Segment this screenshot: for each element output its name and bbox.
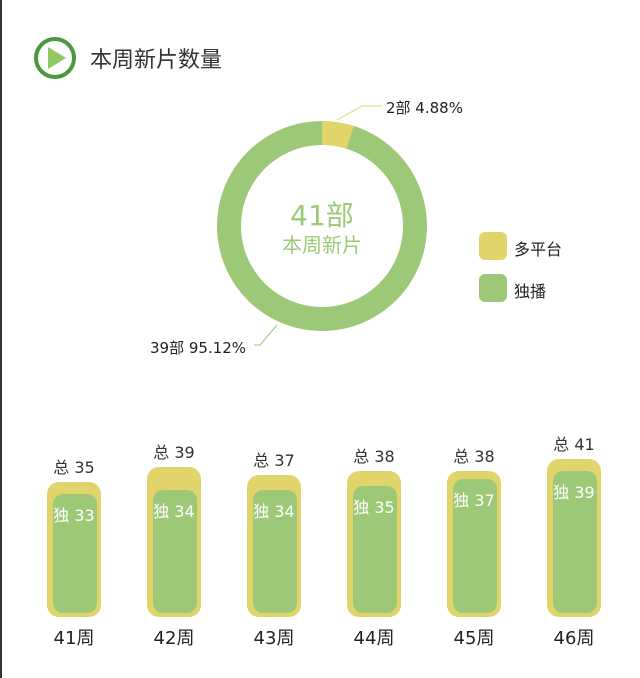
bar-total-label: 总 35: [53, 458, 95, 478]
week-label: 41周: [53, 628, 95, 649]
bar-exclusive-label: 独 35: [353, 498, 395, 518]
donut-chart: [216, 105, 427, 346]
bar-exclusive: [553, 470, 597, 613]
bar-total-label: 总 38: [453, 446, 495, 466]
slice-label-exclusive: 39部 95.12%: [150, 339, 247, 357]
donut-slice-0: [322, 121, 354, 149]
play-circle-icon: [34, 37, 76, 79]
bar-exclusive: [353, 486, 397, 613]
bar-total-label: 总 38: [353, 446, 395, 466]
bar-total-label: 总 39: [153, 442, 195, 462]
bar-exclusive-label: 独 39: [553, 482, 595, 502]
legend-multi: 多平台: [514, 240, 563, 259]
page-title: 本周新片数量: [90, 48, 223, 73]
leader-line: [254, 324, 278, 346]
bar-exclusive: [153, 490, 197, 613]
center-value: 41部: [290, 199, 354, 232]
legend-swatch-multi: [479, 232, 507, 260]
week-label: 46周: [553, 628, 595, 649]
bar-exclusive-label: 独 33: [53, 505, 95, 525]
week-label: 45周: [453, 628, 495, 649]
bar-exclusive-label: 独 37: [453, 490, 495, 510]
week-label: 43周: [253, 628, 295, 649]
slice-label-multi: 2部 4.88%: [386, 99, 463, 117]
bar-total-label: 总 37: [253, 450, 295, 470]
bar-exclusive-label: 独 34: [253, 502, 295, 522]
legend-exclusive: 独播: [514, 282, 547, 301]
week-label: 42周: [153, 628, 195, 649]
center-label: 本周新片: [282, 233, 362, 257]
bar-exclusive: [253, 490, 297, 613]
bar-exclusive: [53, 493, 97, 613]
bar-exclusive: [453, 478, 497, 613]
legend-swatch-exclusive: [479, 274, 507, 302]
bar-exclusive-label: 独 34: [153, 502, 195, 522]
bar-total-label: 总 41: [553, 435, 595, 455]
week-label: 44周: [353, 628, 395, 649]
leader-line: [336, 105, 382, 121]
